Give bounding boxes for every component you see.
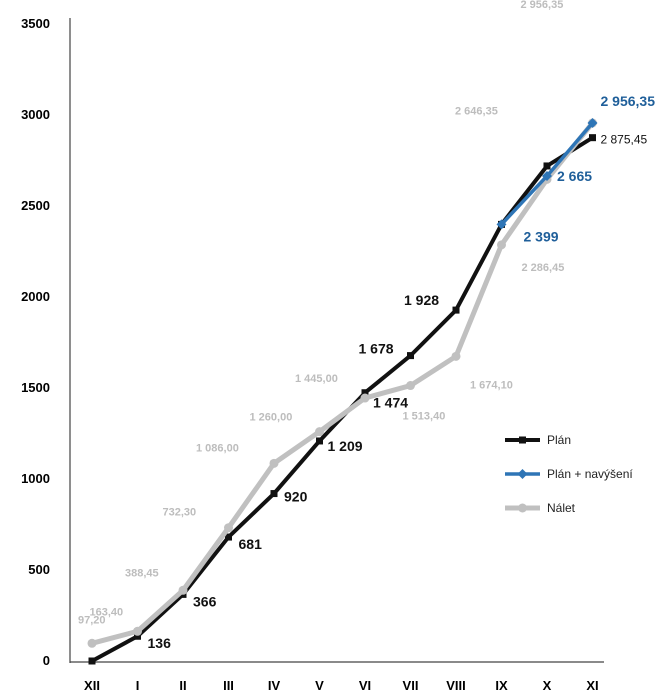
data-point-nalet: [360, 393, 370, 403]
y-tick-label: 2500: [21, 198, 50, 213]
nalet-value-label: 1 086,00: [196, 442, 239, 454]
x-tick-label: XI: [586, 678, 598, 693]
plan-navyseni-value-label: 2 665: [557, 168, 592, 184]
nalet-value-label: 1 513,40: [403, 411, 446, 423]
data-point-plan: [270, 490, 278, 498]
plan-value-label: 1 209: [328, 438, 363, 454]
x-tick-label: VII: [403, 678, 419, 693]
legend-marker: [518, 503, 527, 513]
x-tick-label: V: [315, 678, 324, 693]
series-line-plan: [91, 135, 594, 663]
y-tick-label: 3000: [21, 107, 50, 122]
x-tick-label: IX: [495, 678, 508, 693]
data-point-plan: [88, 657, 96, 665]
plan-value-label: 136: [148, 635, 172, 651]
series-layer: [87, 117, 598, 665]
nalet-value-label: 1 260,00: [250, 412, 293, 424]
data-point-plan: [543, 162, 551, 170]
data-point-plan: [589, 134, 596, 142]
x-axis-ticks: XII I II III IV V VI VII VIII IX X XI: [84, 678, 599, 693]
nalet-value-label: 1 445,00: [295, 373, 338, 385]
y-tick-label: 500: [28, 562, 50, 577]
plan-value-label: 1 474: [373, 395, 408, 411]
y-axis-ticks: 0 500 1000 1500 2000 2500 3000 3500: [21, 16, 50, 668]
data-point-nalet: [269, 458, 279, 468]
nalet-value-label: 163,40: [90, 606, 124, 618]
y-tick-label: 1000: [21, 471, 50, 486]
data-point-nalet: [315, 427, 324, 437]
x-tick-label: VIII: [446, 678, 466, 693]
y-tick-label: 2000: [21, 289, 50, 304]
data-point-plan: [225, 533, 232, 541]
x-tick-label: I: [136, 678, 140, 693]
nalet-value-label: 388,45: [125, 567, 159, 579]
data-point-nalet: [451, 351, 461, 361]
data-point-plan-navyseni: [542, 170, 552, 181]
series-plan: [88, 134, 596, 665]
nalet-value-label: 97,20: [78, 614, 106, 626]
series-line-nalet: [91, 121, 595, 646]
legend-label: Plán + navýšení: [547, 467, 633, 481]
data-point-plan-navyseni: [496, 219, 507, 230]
data-point-nalet: [178, 585, 188, 595]
data-point-plan-navyseni: [587, 117, 598, 128]
legend-item: Plán: [505, 433, 571, 447]
nalet-value-label: 2 646,35: [455, 105, 498, 117]
x-tick-label: IV: [268, 678, 281, 693]
nalet-value-label: 1 674,10: [470, 379, 513, 391]
data-point-plan: [361, 389, 369, 397]
legend-item: Nálet: [505, 501, 576, 515]
data-point-nalet: [406, 381, 415, 391]
y-tick-label: 0: [43, 653, 50, 668]
plan-navyseni-value-label: 2 956,35: [601, 93, 656, 109]
plan-value-label: 2 875,45: [601, 133, 648, 147]
x-tick-label: II: [179, 678, 186, 693]
nalet-value-label: 732,30: [163, 507, 197, 519]
plan-navyseni-value-label: 2 399: [524, 228, 559, 244]
data-point-nalet: [133, 626, 142, 636]
y-tick-label: 1500: [21, 380, 50, 395]
data-point-plan: [407, 352, 414, 360]
data-point-plan: [316, 437, 323, 445]
x-tick-label: X: [543, 678, 552, 693]
plan-value-label: 366: [193, 593, 217, 609]
nalet-value-label: 2 286,45: [522, 262, 565, 274]
legend-label: Nálet: [547, 501, 576, 515]
legend-label: Plán: [547, 433, 571, 447]
y-tick-label: 3500: [21, 16, 50, 31]
legend: Plán Plán + navýšení Nálet: [505, 433, 633, 515]
plan-value-label: 681: [239, 536, 263, 552]
legend-marker: [517, 469, 528, 479]
x-tick-label: VI: [359, 678, 371, 693]
plan-value-label: 920: [284, 489, 308, 505]
data-point-plan: [452, 306, 460, 314]
data-point-nalet: [87, 638, 97, 648]
chart-axes: [69, 18, 604, 663]
series-plan-navyseni: [496, 117, 598, 230]
data-point-nalet: [224, 523, 233, 533]
plan-value-label: 1 928: [404, 292, 439, 308]
data-point-plan: [134, 632, 141, 640]
data-point-nalet: [497, 240, 506, 250]
data-labels: 136 366 681 920 1 209 1 474 1 678 1 928 2 875,45…: [78, 0, 655, 651]
plan-value-label: 1 678: [359, 341, 394, 357]
nalet-value-label: 2 956,35: [521, 0, 564, 11]
x-tick-label: III: [223, 678, 234, 693]
legend-marker: [519, 436, 526, 444]
legend-item: Plán + navýšení: [505, 467, 633, 481]
x-tick-label: XII: [84, 678, 100, 693]
